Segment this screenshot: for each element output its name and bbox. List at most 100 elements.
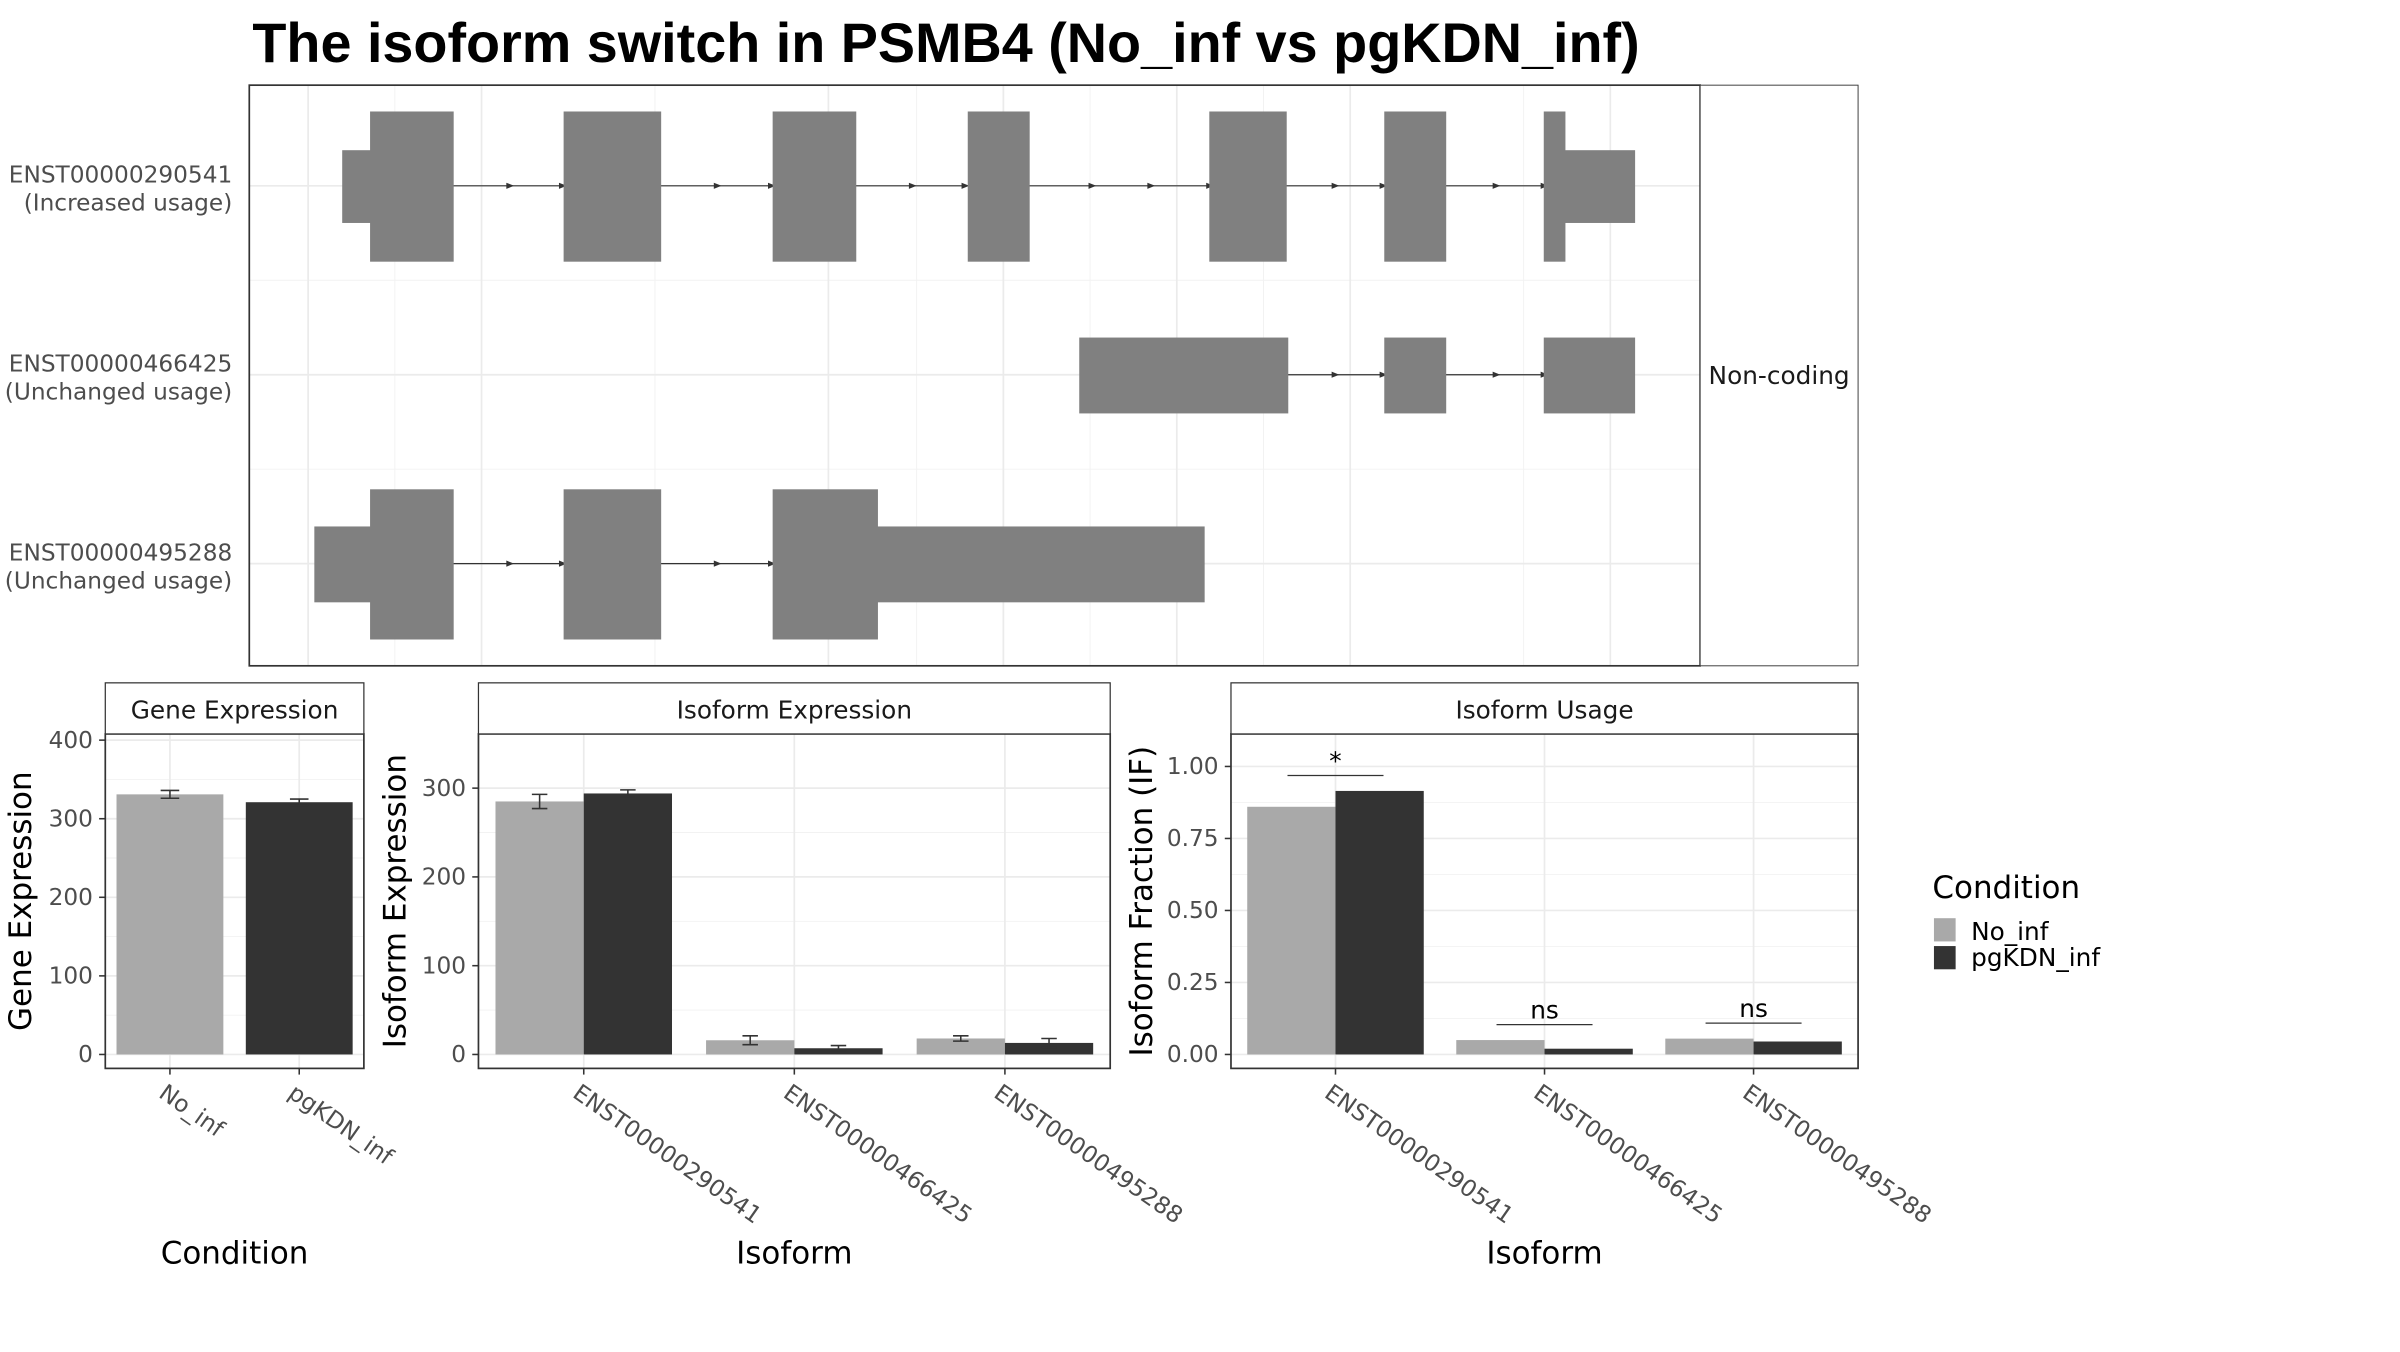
bar-No_inf-ENST00000466425 [1456,1040,1545,1055]
legend-swatch-no-inf [1933,918,1956,942]
exon-block [1384,111,1447,262]
legend: Condition No_inf pgKDN_inf [1932,870,2101,972]
exon-block [967,111,1030,262]
exon-block [772,489,878,640]
panel-strip-label: Gene Expression [131,695,339,724]
isoform-label-2: ENST00000466425 [9,351,232,378]
bar-No_inf-ENST00000495288 [916,1038,1005,1055]
bar-No_inf [116,794,224,1055]
isoform-usage-panel: 0.00 0.25 0.50 0.75 1.00 * ns ns Isoform Usage EN… [1124,682,1937,1271]
y-axis-title: Isoform Expression [378,754,414,1048]
panel-strip-label: Isoform Usage [1455,695,1633,724]
legend-label-pgkdn-inf: pgKDN_inf [1971,943,2101,972]
legend-title: Condition [1932,870,2080,906]
bar-No_inf-ENST00000290541 [1247,806,1336,1055]
exon-block [563,489,662,640]
legend-label-no-inf: No_inf [1971,917,2050,946]
y-tick-label: 200 [49,884,93,911]
y-tick-label: 400 [49,727,93,754]
y-tick-label: 0 [451,1041,466,1068]
y-tick-label: 200 [422,864,466,891]
x-axis-title: Isoform [736,1235,852,1271]
y-tick-label: 0 [78,1041,93,1068]
y-axis-title: Gene Expression [3,771,39,1031]
bar-pgKDN_inf-ENST00000466425 [1544,1048,1633,1055]
x-tick-label: ENST00000466425 [779,1079,978,1229]
isoform-usage-1: (Increased usage) [24,190,233,217]
structure-panel: Non-coding ENST00000290541 (Increased us… [5,84,1859,667]
bar-pgKDN_inf-ENST00000495288 [1753,1041,1842,1055]
isoform-track-3 [314,489,1205,640]
significance-label: * [1329,746,1341,775]
y-tick-label: 0.75 [1167,825,1219,852]
utr-block [876,526,1205,603]
y-axis-title: Isoform Fraction (IF) [1124,746,1160,1057]
panel-strip [477,682,1111,735]
facet-strip [1699,84,1859,667]
noncoding-exon-block [1384,337,1447,414]
exon-block [772,111,857,262]
panel-strip [104,682,365,735]
x-tick-label: No_inf [154,1079,230,1143]
noncoding-exon-block [1079,337,1289,414]
y-tick-label: 0.25 [1167,969,1219,996]
noncoding-exon-block [1543,337,1636,414]
isoform-usage-3: (Unchanged usage) [5,567,232,594]
error-bar [620,789,636,798]
legend-swatch-pgkdn-inf [1933,946,1956,970]
y-tick-label: 100 [49,963,93,990]
x-tick-label: ENST00000495288 [989,1079,1188,1229]
x-tick-label: ENST00000466425 [1529,1079,1728,1229]
isoform-label-1: ENST00000290541 [9,162,232,189]
bar-pgKDN_inf [245,802,353,1055]
utr-block [342,150,372,223]
x-tick-label: pgKDN_inf [283,1079,398,1171]
bar-No_inf-ENST00000466425 [706,1040,795,1055]
isoform-track-1 [342,111,1636,262]
facet-label: Non-coding [1709,361,1850,390]
isoform-label-3: ENST00000495288 [9,540,232,567]
x-tick-label: ENST00000290541 [1320,1079,1519,1229]
y-tick-label: 1.00 [1167,753,1219,780]
isoform-track-2 [1079,337,1636,414]
y-tick-label: 0.00 [1167,1041,1219,1068]
panel-strip-label: Isoform Expression [677,695,912,724]
exon-block [370,111,454,262]
error-bar [289,798,309,807]
isoform-usage-2: (Unchanged usage) [5,378,232,405]
plot-title: The isoform switch in PSMB4 (No_inf vs p… [252,12,1639,74]
x-tick-label: ENST00000290541 [568,1079,767,1229]
significance-label: ns [1739,994,1768,1023]
panel-strip [1230,682,1859,735]
bar-pgKDN_inf-ENST00000495288 [1004,1042,1094,1055]
exon-block [370,489,454,640]
y-tick-label: 100 [422,952,466,979]
error-bar [160,789,180,800]
utr-block [1563,150,1636,223]
utr-block [314,526,372,603]
intron-arrows [506,182,1549,189]
error-bar [953,1035,969,1042]
y-tick-label: 0.50 [1167,897,1219,924]
exon-block [1209,111,1287,262]
isoform-expression-panel: 0 100 200 300 Isoform Expression ENST00000290… [378,682,1188,1271]
exon-block [1543,111,1566,262]
intron-arrows [1331,371,1549,378]
error-bar [1041,1037,1057,1049]
error-bar [531,793,548,810]
x-axis-title: Isoform [1486,1235,1602,1271]
intron-arrows [506,560,776,567]
bar-pgKDN_inf-ENST00000290541 [1335,790,1424,1055]
significance-label: ns [1530,995,1559,1024]
y-tick-label: 300 [49,805,93,832]
error-bar [742,1035,758,1046]
gene-expression-panel: 0 100 200 300 400 Gene Expression No_inf pgKDN_… [3,682,399,1271]
x-axis-title: Condition [161,1235,309,1271]
bar-pgKDN_inf-ENST00000290541 [583,793,673,1055]
error-bar [830,1044,847,1052]
bar-No_inf-ENST00000495288 [1665,1038,1754,1055]
exon-block [563,111,662,262]
x-tick-label: ENST00000495288 [1738,1079,1937,1229]
